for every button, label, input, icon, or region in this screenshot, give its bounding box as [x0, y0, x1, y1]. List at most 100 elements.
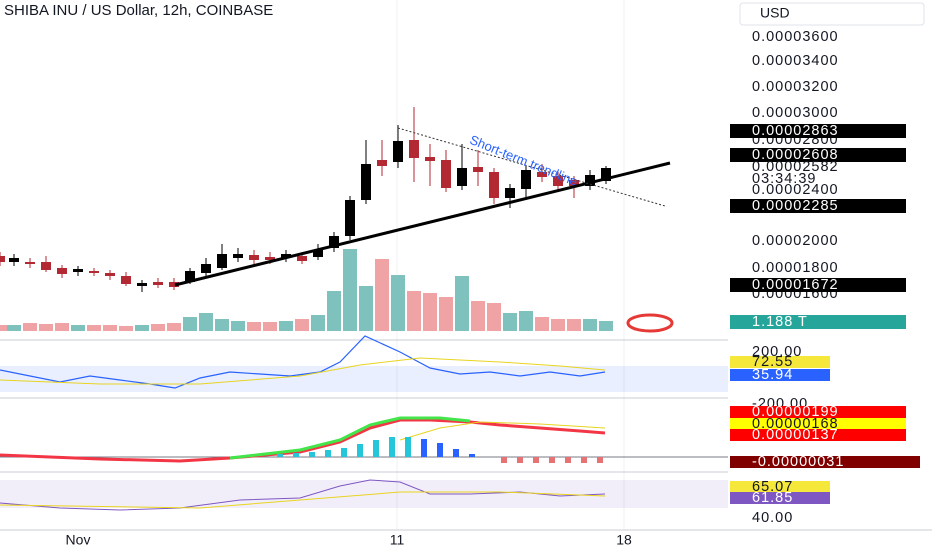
macd-value: 0.00000137: [752, 427, 839, 443]
macd-bar: [277, 454, 283, 457]
price-label: 0.00002400: [752, 182, 839, 198]
candle: [537, 172, 547, 177]
currency-button[interactable]: [739, 2, 925, 26]
macd-value: 0.00000168: [752, 416, 839, 432]
volume-bar: [151, 324, 165, 331]
candle: [201, 264, 211, 273]
volume-bar: [487, 303, 501, 331]
macd-bar: [597, 457, 603, 463]
volume-bar: [519, 311, 533, 331]
macd-signal: [0, 418, 606, 463]
volume-bar: [7, 325, 21, 331]
candle: [217, 254, 227, 268]
rsi-badge: [730, 492, 830, 504]
volume-bar: [0, 325, 7, 331]
macd-bar: [341, 448, 347, 457]
volume-bar: [455, 276, 469, 331]
candle: [169, 282, 179, 287]
volume-bar: [343, 249, 357, 331]
macd-badge: [730, 418, 906, 430]
volume-bar: [215, 319, 229, 331]
volume-bar: [327, 291, 341, 331]
macd-bar: [549, 457, 555, 463]
macd-ma: [399, 421, 606, 441]
candle: [121, 276, 131, 284]
price-label: 0.00003600: [752, 29, 839, 45]
volume-bar: [55, 323, 69, 331]
macd-value: 0.00000199: [752, 404, 839, 420]
volume-bar: [199, 313, 213, 331]
candle: [185, 271, 195, 282]
candle: [265, 257, 275, 260]
volume-bar: [231, 321, 245, 331]
price-badge: [730, 199, 906, 213]
volume-bar: [599, 321, 613, 331]
volume-bar: [423, 293, 437, 331]
volume-bar: [295, 319, 309, 331]
macd-bar: [565, 457, 571, 463]
macd-line: [229, 416, 471, 460]
rsi-badge: [730, 481, 830, 493]
rsi-band: [0, 480, 728, 508]
volume-bar: [551, 319, 565, 331]
volume-bar: [39, 324, 53, 331]
price-label: 0.00003000: [752, 105, 839, 121]
candle: [457, 168, 467, 186]
macd-badge: [730, 406, 906, 418]
volume-bar: [535, 317, 549, 331]
rsi-ma: [0, 491, 606, 509]
candle: [73, 269, 83, 272]
macd-bar: [325, 450, 331, 457]
volume-bar: [119, 326, 133, 331]
cci-band: [0, 366, 728, 392]
title: SHIBA INU / US Dollar, 12h, COINBASE: [4, 2, 273, 19]
macd-bar: [469, 454, 475, 457]
macd-bar: [309, 452, 315, 457]
volume-bar: [135, 325, 149, 331]
cci-badge: [730, 356, 830, 368]
volume-bar: [567, 319, 581, 331]
volume-bar: [359, 286, 373, 331]
candle: [345, 200, 355, 236]
rsi-value: 61.85: [752, 490, 793, 506]
candle: [393, 141, 403, 162]
candle: [313, 250, 323, 257]
rsi-value: 65.07: [752, 479, 793, 495]
logo: [626, 313, 674, 333]
candle: [137, 283, 147, 286]
candle: [105, 273, 115, 276]
candle: [153, 282, 163, 285]
volume-bar: [407, 291, 421, 331]
candle: [585, 175, 595, 186]
time-label: 18: [616, 532, 632, 548]
candle: [233, 254, 243, 258]
volume-bar: [183, 317, 197, 331]
badge-text: 1.188 T: [752, 314, 808, 330]
candle: [441, 160, 451, 188]
macd-bar: [517, 457, 523, 463]
macd-bar: [405, 437, 411, 457]
macd-bar: [533, 457, 539, 463]
cci-value: 72.55: [752, 354, 793, 370]
badge-text: 0.00002863: [752, 123, 839, 139]
volume-bar: [583, 319, 597, 331]
macd-bar: [453, 449, 459, 457]
volume-bar: [167, 323, 181, 331]
macd-badge: [730, 456, 920, 468]
candle: [409, 140, 419, 158]
candle: [9, 258, 19, 262]
candle: [601, 168, 611, 181]
time-label: 11: [390, 532, 405, 548]
volume-bar: [471, 301, 485, 331]
macd-badge: [730, 429, 906, 441]
time-label: Nov: [66, 532, 91, 548]
volume-bar: [375, 259, 389, 331]
macd-histogram: [277, 437, 603, 463]
candle: [425, 157, 435, 161]
candle: [521, 170, 531, 189]
badge-text: 03:34:39: [752, 171, 816, 187]
candle: [361, 164, 371, 200]
badge-text: 0.00002608: [752, 147, 839, 163]
volume-bar: [103, 325, 117, 331]
macd-bar: [357, 444, 363, 457]
